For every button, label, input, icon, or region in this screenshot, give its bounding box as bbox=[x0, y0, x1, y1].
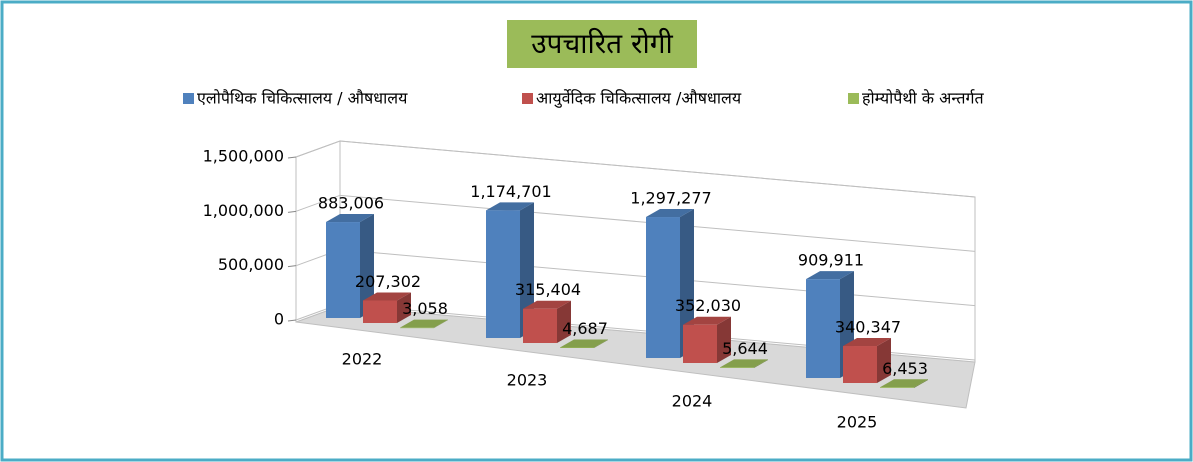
bar-front bbox=[880, 387, 914, 388]
bar bbox=[400, 319, 448, 329]
bar-top bbox=[560, 339, 608, 348]
data-label: 5,644 bbox=[722, 339, 768, 358]
legend-label: आयुर्वेदिक चिकित्सालय /औषधालय bbox=[536, 89, 742, 109]
x-tick-label: 2024 bbox=[672, 392, 713, 411]
bar bbox=[326, 214, 374, 318]
bar-side bbox=[717, 316, 731, 363]
bar-top bbox=[486, 202, 534, 211]
data-label: 207,302 bbox=[355, 272, 421, 291]
bar-front bbox=[843, 346, 877, 383]
data-label: 883,006 bbox=[318, 194, 384, 213]
x-tick-label: 2025 bbox=[837, 413, 878, 432]
data-label: 4,687 bbox=[562, 319, 608, 338]
data-label: 909,911 bbox=[798, 251, 864, 270]
y-tick-label: 1,500,000 bbox=[203, 147, 284, 166]
tick-mark bbox=[287, 210, 297, 213]
bar-front bbox=[486, 210, 520, 338]
bar-side bbox=[360, 214, 374, 318]
bar-front bbox=[400, 327, 434, 329]
tick-mark bbox=[287, 319, 297, 322]
bar-side bbox=[594, 339, 608, 348]
bar-top bbox=[843, 338, 891, 347]
bar-front bbox=[560, 347, 594, 348]
tick-mark bbox=[287, 265, 297, 268]
bar-front bbox=[720, 367, 754, 368]
grid-line bbox=[295, 194, 976, 252]
data-label: 3,058 bbox=[402, 299, 448, 318]
tick-mark bbox=[287, 156, 297, 159]
data-label: 1,297,277 bbox=[630, 189, 711, 208]
legend-label: होम्योपैथी के अन्तर्गत bbox=[862, 89, 984, 108]
bar-front bbox=[326, 222, 360, 318]
bar-front bbox=[363, 300, 397, 323]
grid-line bbox=[295, 140, 976, 198]
bar bbox=[363, 292, 411, 323]
data-label: 315,404 bbox=[515, 280, 581, 299]
bar-side bbox=[914, 379, 928, 388]
bar-side bbox=[754, 359, 768, 368]
bar-top bbox=[523, 300, 571, 309]
bar bbox=[880, 379, 928, 388]
bar bbox=[806, 271, 854, 378]
legend-label: एलोपैथिक चिकित्सालय / औषधालय bbox=[197, 89, 408, 108]
bar-front bbox=[806, 279, 840, 378]
y-tick-label: 1,000,000 bbox=[203, 201, 284, 220]
legend-swatch bbox=[848, 93, 859, 104]
bar-side bbox=[434, 319, 448, 328]
bar-front bbox=[683, 324, 717, 363]
x-tick-label: 2022 bbox=[342, 350, 383, 369]
legend-swatch bbox=[522, 93, 533, 104]
title-background bbox=[507, 20, 697, 68]
bar-side bbox=[397, 292, 411, 323]
bar bbox=[523, 300, 571, 343]
bar-top bbox=[880, 379, 928, 388]
bar-side bbox=[877, 338, 891, 383]
bar-top bbox=[326, 214, 374, 223]
bar-top bbox=[363, 292, 411, 301]
bar bbox=[560, 339, 608, 348]
bar-top bbox=[806, 271, 854, 280]
data-label: 6,453 bbox=[882, 359, 928, 378]
y-tick-label: 500,000 bbox=[218, 255, 284, 274]
bar-top bbox=[400, 319, 448, 328]
bar-front bbox=[646, 217, 680, 358]
bar-top bbox=[646, 209, 694, 218]
bar bbox=[720, 359, 768, 368]
x-tick-label: 2023 bbox=[507, 371, 548, 390]
bar-top bbox=[720, 359, 768, 368]
bar-top bbox=[683, 316, 731, 325]
bar-side bbox=[557, 300, 571, 343]
bar-side bbox=[520, 202, 534, 338]
y-tick-label: 0 bbox=[274, 310, 284, 329]
bar bbox=[683, 316, 731, 363]
data-label: 352,030 bbox=[675, 296, 741, 315]
bar-front bbox=[523, 308, 557, 343]
data-label: 1,174,701 bbox=[470, 182, 551, 201]
bar bbox=[486, 202, 534, 338]
data-label: 340,347 bbox=[835, 318, 901, 337]
bar bbox=[843, 338, 891, 383]
chart-title: उपचारित रोगी bbox=[531, 27, 673, 60]
legend-swatch bbox=[183, 93, 194, 104]
